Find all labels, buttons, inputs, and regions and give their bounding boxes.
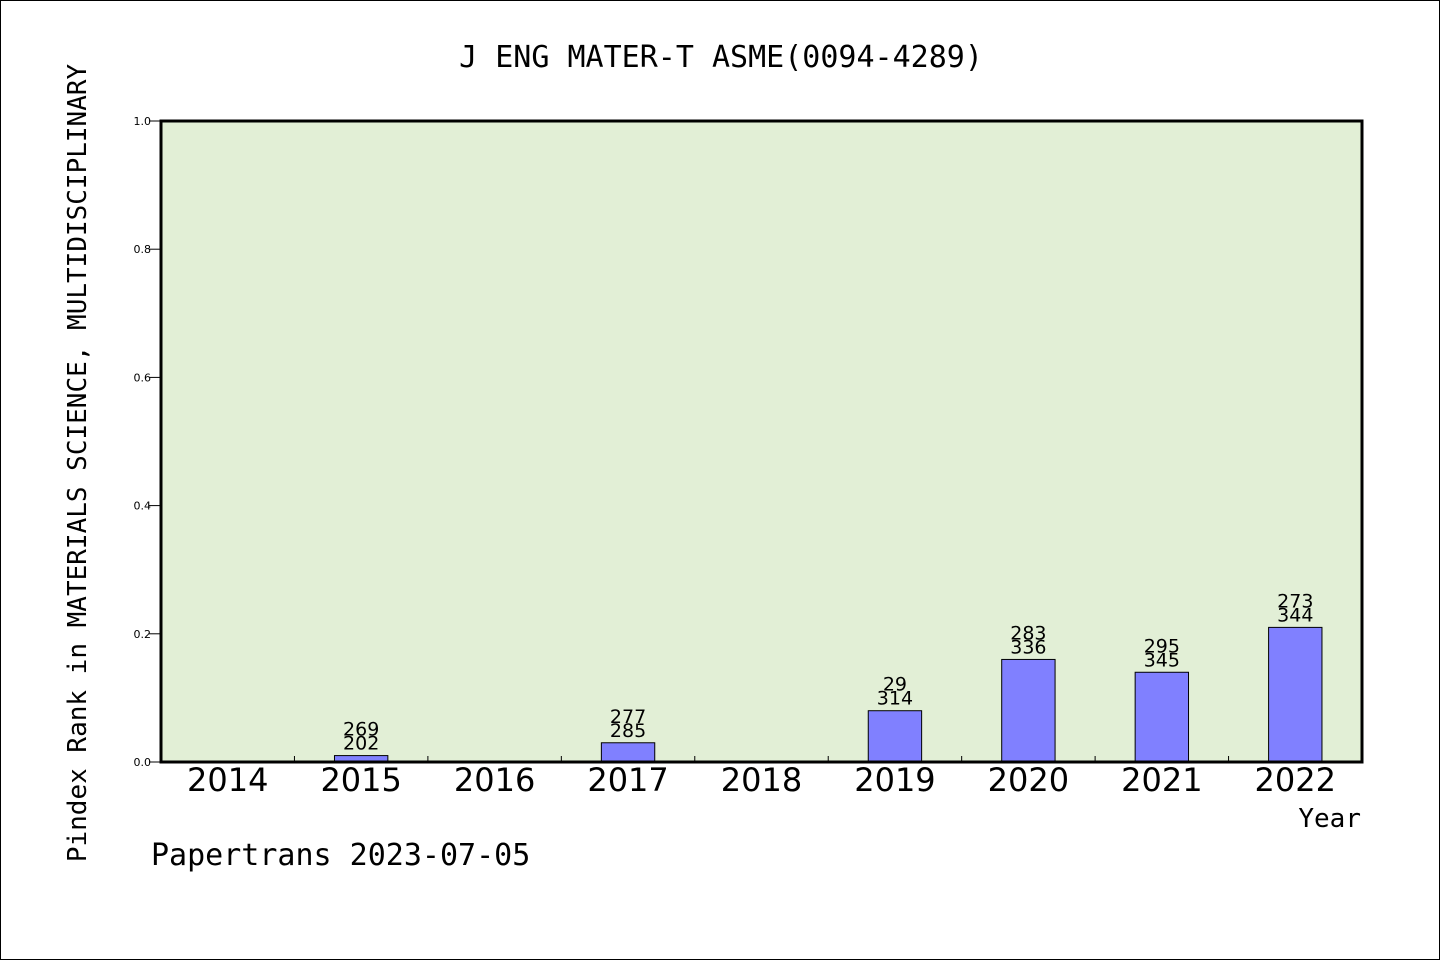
x-axis-label: Year	[1298, 804, 1361, 834]
bar-label-bottom: 202	[343, 733, 379, 755]
x-tick-label: 2019	[854, 761, 935, 799]
bar	[1134, 671, 1190, 763]
x-tick-label: 2022	[1255, 761, 1336, 799]
y-tick-label: 1.0	[134, 115, 152, 128]
bar-label-bottom: 285	[610, 720, 646, 742]
bar-label-top: 295	[1144, 635, 1180, 657]
bar-label-top: 29	[883, 674, 907, 696]
bar	[600, 742, 656, 763]
footer-credit: Papertrans 2023-07-05	[151, 838, 530, 873]
bar-label-bottom: 336	[1010, 636, 1046, 658]
bar	[867, 710, 923, 763]
bar	[1001, 658, 1056, 763]
plot-area	[161, 121, 1362, 762]
y-tick-label: 0.2	[134, 628, 152, 641]
y-tick-label: 0.8	[134, 243, 152, 256]
y-tick-label: 0.6	[134, 371, 152, 384]
x-tick-label: 2014	[187, 761, 268, 799]
bar-label-top: 277	[610, 706, 646, 728]
x-tick-label: 2016	[454, 761, 535, 799]
x-tick-label: 2021	[1121, 761, 1202, 799]
y-tick-label: 0.4	[134, 500, 152, 513]
y-axis-label: Pindex Rank in MATERIALS SCIENCE, MULTID…	[63, 63, 93, 862]
x-tick-label: 2017	[587, 761, 668, 799]
bar-label-bottom: 314	[877, 688, 913, 710]
bar	[1268, 626, 1323, 763]
x-tick-label: 2015	[320, 761, 401, 799]
x-tick-label: 2020	[988, 761, 1069, 799]
bar-label-top: 283	[1010, 622, 1046, 644]
x-tick-label: 2018	[721, 761, 802, 799]
bar-label-top: 269	[343, 719, 379, 741]
bar-label-top: 273	[1277, 590, 1313, 612]
y-tick-label: 0.0	[134, 756, 152, 769]
bar-label-bottom: 344	[1277, 604, 1313, 626]
bar-label-bottom: 345	[1144, 649, 1180, 671]
plot-border	[159, 119, 1364, 764]
chart-title: J ENG MATER-T ASME(0094-4289)	[459, 40, 983, 75]
